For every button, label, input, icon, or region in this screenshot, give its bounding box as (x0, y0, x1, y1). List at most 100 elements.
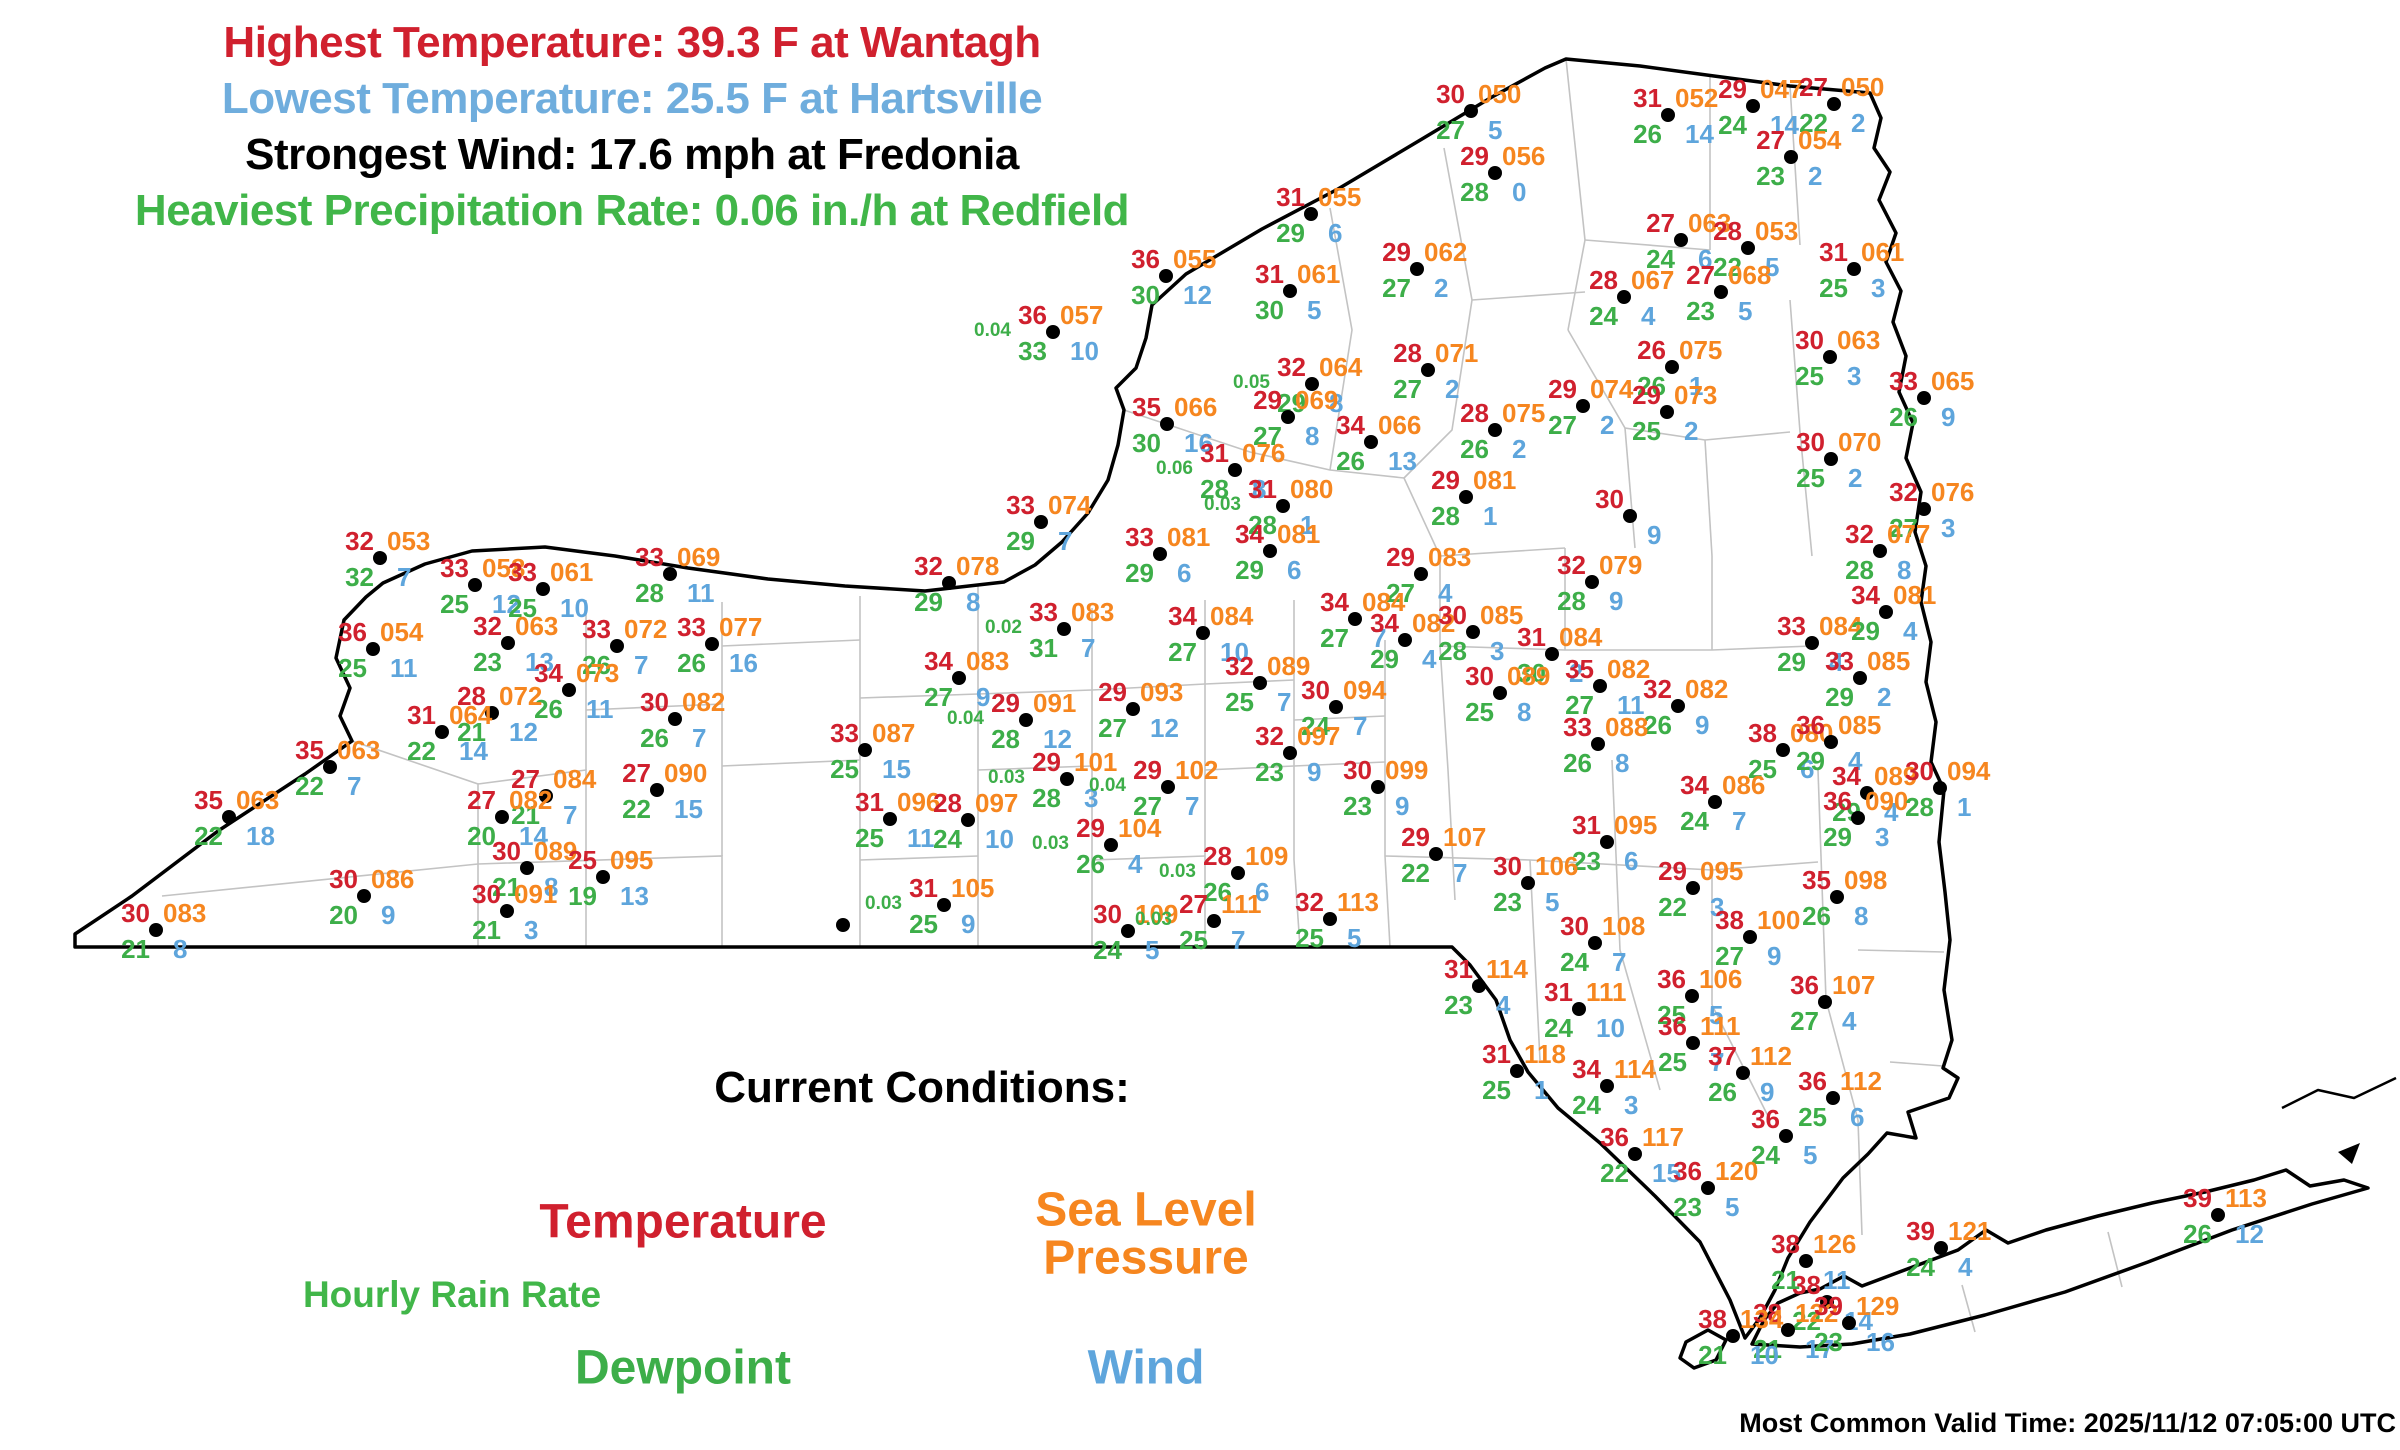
station-temperature: 30 (329, 864, 358, 894)
station-dot (1743, 930, 1757, 944)
station-wind: 11 (907, 823, 935, 853)
station-pressure: 080 (1290, 474, 1334, 504)
station-dot (1585, 575, 1599, 589)
station-temperature: 36 (1798, 1066, 1827, 1096)
station-dot (1824, 735, 1838, 749)
station-wind: 5 (1488, 115, 1503, 145)
station-temperature: 29 (991, 688, 1020, 718)
station-wind: 15 (1652, 1158, 1681, 1188)
station-dewpoint: 29 (914, 587, 943, 617)
station-temperature: 33 (1006, 490, 1035, 520)
station-pressure: 054 (1798, 125, 1842, 155)
station-dot (1617, 290, 1631, 304)
station-pressure: 061 (1297, 259, 1341, 289)
station-temperature: 32 (914, 551, 943, 581)
station-wind: 4 (1496, 990, 1511, 1020)
station-temperature: 31 (855, 787, 884, 817)
station-dot (435, 725, 449, 739)
station-dot (1253, 676, 1267, 690)
station-temperature: 31 (1482, 1039, 1511, 1069)
station-temperature: 30 (1438, 600, 1467, 630)
station-temperature: 29 (1098, 677, 1127, 707)
station-dot (1879, 605, 1893, 619)
station-pressure: 073 (1674, 380, 1718, 410)
station-wind: 7 (1185, 791, 1200, 821)
station-dot (1493, 686, 1507, 700)
station-dewpoint: 22 (1792, 1306, 1821, 1336)
station-dot (485, 706, 499, 720)
station-pressure: 121 (1948, 1216, 1992, 1246)
station-wind: 15 (674, 794, 703, 824)
station-wind: 10 (1220, 637, 1249, 667)
station-temperature: 32 (345, 526, 374, 556)
station-dot (1429, 847, 1443, 861)
station-dot (1628, 1147, 1642, 1161)
station-dot (1104, 838, 1118, 852)
station-wind: 6 (1698, 244, 1713, 274)
station-dewpoint: 27 (1436, 115, 1465, 145)
station-dewpoint: 28 (1200, 474, 1229, 504)
station-dot (1736, 1066, 1750, 1080)
station-dot (1160, 417, 1174, 431)
station-temperature: 34 (1370, 608, 1399, 638)
station-pressure: 055 (1173, 244, 1217, 274)
station-wind: 7 (347, 771, 362, 801)
station-pressure: 065 (1931, 366, 1975, 396)
station-pressure: 078 (956, 551, 1000, 581)
station-dot (1231, 866, 1245, 880)
station-pressure: 084 (1559, 622, 1603, 652)
station-dewpoint: 29 (1006, 526, 1035, 556)
station-temperature: 33 (582, 614, 611, 644)
station-pressure: 077 (1887, 519, 1931, 549)
station-pressure: 090 (1865, 786, 1909, 816)
station-dot (1600, 1079, 1614, 1093)
station-wind: 9 (1609, 586, 1624, 616)
station-rain-rate: 0.03 (1032, 833, 1069, 854)
station-dewpoint: 25 (1225, 687, 1254, 717)
station-dewpoint: 21 (457, 717, 486, 747)
station-temperature: 31 (1276, 182, 1305, 212)
station-pressure: 112 (1750, 1041, 1792, 1071)
station-dewpoint: 27 (1548, 410, 1577, 440)
station-dewpoint: 26 (534, 694, 563, 724)
header-heaviest-precip: Heaviest Precipitation Rate: 0.06 in./h … (134, 186, 1130, 235)
station-wind: 0 (1512, 177, 1527, 207)
station-dewpoint: 26 (1460, 434, 1489, 464)
station-wind: 6 (1328, 218, 1343, 248)
station-pressure: 089 (1507, 661, 1551, 691)
station-wind: 4 (1438, 578, 1453, 608)
station-temperature: 39 (2183, 1183, 2212, 1213)
station-dewpoint: 26 (1708, 1077, 1737, 1107)
station-dewpoint: 30 (1255, 295, 1284, 325)
station-dewpoint: 29 (1276, 218, 1305, 248)
station-dot (1917, 502, 1931, 516)
station-dewpoint: 30 (1517, 658, 1546, 688)
station-dewpoint: 21 (1771, 1265, 1800, 1295)
station-wind: 2 (1434, 273, 1449, 303)
station-rain-rate: 0.03 (988, 767, 1025, 788)
station-dewpoint: 33 (1018, 336, 1047, 366)
station-pressure: 073 (576, 658, 620, 688)
station-pressure: 076 (1931, 477, 1975, 507)
station-temperature: 39 (1906, 1216, 1935, 1246)
station-dewpoint: 28 (1905, 792, 1934, 822)
station-wind: 8 (1854, 901, 1869, 931)
station-rain-rate: 0.04 (974, 320, 1011, 341)
station-wind: 14 (519, 821, 548, 851)
station-dewpoint: 22 (622, 794, 651, 824)
station-wind: 11 (390, 653, 418, 683)
station-temperature: 33 (830, 718, 859, 748)
station-dot (1521, 876, 1535, 890)
station-dewpoint: 30 (1131, 280, 1160, 310)
station-temperature: 29 (1253, 385, 1282, 415)
station-dot (1779, 1129, 1793, 1143)
legend-pressure-line2: Pressure (1043, 1231, 1249, 1285)
station-temperature: 38 (1715, 905, 1744, 935)
station-pressure: 063 (1688, 208, 1732, 238)
station-pressure: 047 (1760, 74, 1804, 104)
station-pressure: 064 (449, 700, 493, 730)
station-dewpoint: 24 (1301, 711, 1330, 741)
station-dewpoint: 27 (1168, 637, 1197, 667)
station-dewpoint: 26 (1336, 446, 1365, 476)
station-dewpoint: 25 (1796, 463, 1825, 493)
